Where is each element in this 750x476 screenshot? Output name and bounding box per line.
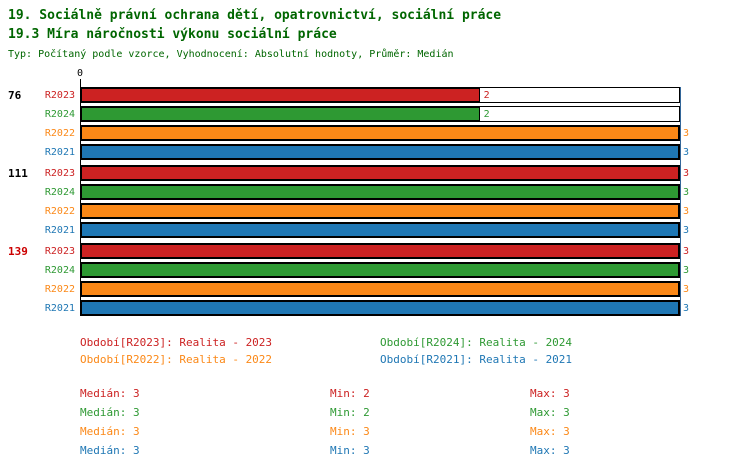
bar-group-139: 139 R2023 3 R2024 3 R2022 3 R202 [0,243,750,316]
bar [81,166,679,180]
bar-value-label: 3 [683,264,690,276]
bar [81,263,679,277]
bar-value-label: 3 [683,186,690,198]
bar-row: R2022 3 [0,203,750,219]
series-label: R2022 [44,283,75,295]
series-label: R2023 [44,245,75,257]
bar-row: R2024 3 [0,262,750,278]
bar-track: 3 [80,144,689,160]
bar-row: 76 R2023 2 [0,87,750,103]
legend: Období[R2023]: Realita - 2023 Období[R20… [80,334,750,368]
bar [81,185,679,199]
group-label: 111 [8,166,28,180]
stat-min: Min: 2 [330,406,370,419]
gridline-max [680,87,681,316]
bar-value-label: 3 [683,283,690,295]
bar-row: 139 R2023 3 [0,243,750,259]
bar-track: 3 [80,300,689,316]
stat-median: Medián: 3 [80,406,140,419]
series-label: R2024 [44,186,75,198]
page-subtitle: 19.3 Míra náročnosti výkonu sociální prá… [8,27,337,42]
stat-min: Min: 3 [330,425,370,438]
series-label: R2024 [44,264,75,276]
bar-track: 3 [80,222,689,238]
axis-zero-label: 0 [76,68,84,79]
bar-chart: 0 76 R2023 2 R2024 2 R2022 3 [0,68,750,316]
stats-row-r2022: Medián: 3 Min: 3 Max: 3 [80,422,750,441]
bar [81,145,679,159]
bar-value-label: 3 [683,245,690,257]
bar-row: R2021 3 [0,300,750,316]
bar [81,126,679,140]
stat-median: Medián: 3 [80,387,140,400]
stat-min: Min: 2 [330,387,370,400]
bar-value-label: 2 [483,89,490,101]
bar-row: 111 R2023 3 [0,165,750,181]
bar [81,301,679,315]
bar-value-label: 3 [683,302,690,314]
series-label: R2023 [44,167,75,179]
bar-track: 2 [80,106,680,122]
legend-item-r2024: Období[R2024]: Realita - 2024 [380,336,573,349]
series-label: R2024 [44,108,75,120]
bar-row: R2022 3 [0,281,750,297]
bar-track: 3 [80,203,689,219]
bar-track: 3 [80,125,689,141]
bar [81,282,679,296]
bar-row: R2024 3 [0,184,750,200]
legend-item-r2022: Období[R2022]: Realita - 2022 [80,353,273,366]
bar [81,107,480,121]
bar-track: 3 [80,165,689,181]
bar-value-label: 3 [683,167,690,179]
stats-row-r2021: Medián: 3 Min: 3 Max: 3 [80,441,750,460]
report-header: 19. Sociálně právní ochrana dětí, opatro… [0,0,750,60]
bar-row: R2021 3 [0,144,750,160]
bar-track: 3 [80,184,689,200]
bar-track: 3 [80,281,689,297]
legend-item-r2021: Období[R2021]: Realita - 2021 [380,353,573,366]
bar-value-label: 3 [683,127,690,139]
bar-row: R2024 2 [0,106,750,122]
bar-value-label: 3 [683,205,690,217]
bar-group-111: 111 R2023 3 R2024 3 R2022 3 R202 [0,165,750,238]
page-title: 19. Sociálně právní ochrana dětí, opatro… [8,8,502,23]
legend-row: Období[R2022]: Realita - 2022 Období[R20… [80,351,750,368]
bar-value-label: 2 [483,108,490,120]
stat-max: Max: 3 [530,444,570,457]
bar [81,244,679,258]
bar-row: R2022 3 [0,125,750,141]
bar-value-label: 3 [683,224,690,236]
series-label: R2023 [44,89,75,101]
bar-track: 2 [80,87,680,103]
series-label: R2021 [44,146,75,158]
bar-row: R2021 3 [0,222,750,238]
bar-track: 3 [80,243,689,259]
stat-max: Max: 3 [530,406,570,419]
series-label: R2022 [44,127,75,139]
meta-line: Typ: Počítaný podle vzorce, Vyhodnocení:… [8,49,454,60]
series-label: R2021 [44,224,75,236]
stats-row-r2023: Medián: 3 Min: 2 Max: 3 [80,384,750,403]
stat-max: Max: 3 [530,425,570,438]
bar [81,204,679,218]
stat-median: Medián: 3 [80,444,140,457]
bar-track: 3 [80,262,689,278]
stat-min: Min: 3 [330,444,370,457]
legend-item-r2023: Období[R2023]: Realita - 2023 [80,336,273,349]
bar-group-76: 76 R2023 2 R2024 2 R2022 3 R2021 [0,87,750,160]
bar [81,88,480,102]
stat-median: Medián: 3 [80,425,140,438]
stats-panel: Medián: 3 Min: 2 Max: 3 Medián: 3 Min: 2… [80,384,750,460]
series-label: R2021 [44,302,75,314]
stats-row-r2024: Medián: 3 Min: 2 Max: 3 [80,403,750,422]
stat-max: Max: 3 [530,387,570,400]
group-label: 139 [8,244,28,258]
legend-row: Období[R2023]: Realita - 2023 Období[R20… [80,334,750,351]
bar-value-label: 3 [683,146,690,158]
bar [81,223,679,237]
group-label: 76 [8,88,22,102]
series-label: R2022 [44,205,75,217]
